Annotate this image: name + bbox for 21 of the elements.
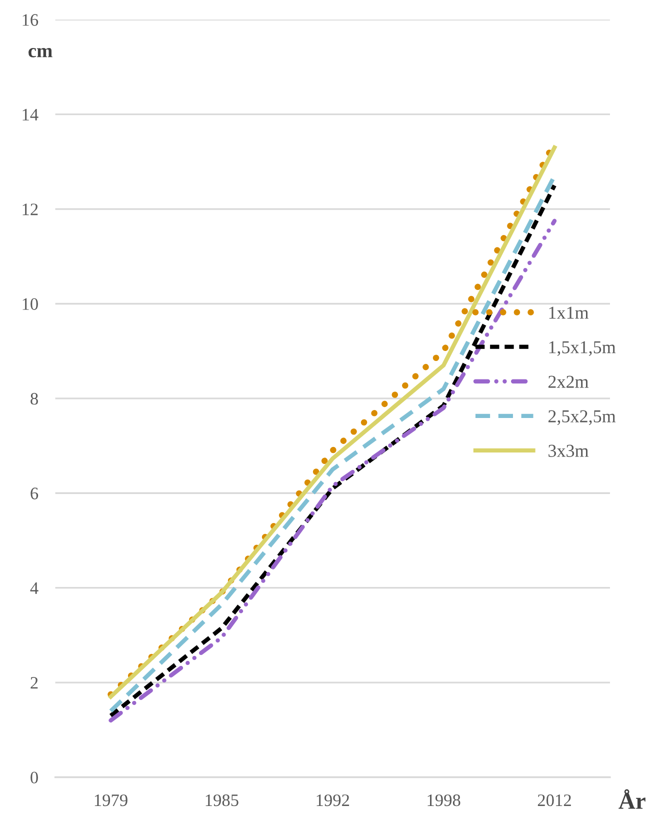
legend-label: 1,5x1,5m	[549, 341, 616, 356]
y-tick-label: 2	[30, 677, 38, 689]
legend-label: 2,5x2,5m	[548, 410, 616, 426]
y-tick-label: 14	[22, 108, 38, 120]
x-tick-label: 1998	[428, 794, 460, 806]
x-tick-label: 1979	[94, 794, 128, 806]
x-tick-label: 2012	[538, 794, 571, 806]
y-tick-label: 8	[30, 392, 38, 405]
x-tick-label: 1985	[206, 794, 238, 806]
x-tick-label: 1992	[316, 794, 350, 806]
y-tick-label: 6	[30, 488, 38, 500]
y-tick-label: 16	[22, 14, 38, 26]
y-tick-label: 10	[22, 298, 38, 310]
legend-label: 3x3m	[548, 444, 589, 457]
y-tick-label: 4	[30, 582, 38, 594]
legend-label: 2x2m	[548, 376, 589, 388]
x-axis-title: År	[618, 789, 646, 809]
y-tick-label: 12	[22, 204, 38, 216]
y-axis-title: cm	[28, 48, 52, 58]
legend-label: 1x1m	[549, 306, 589, 319]
y-tick-label: 0	[30, 772, 38, 784]
